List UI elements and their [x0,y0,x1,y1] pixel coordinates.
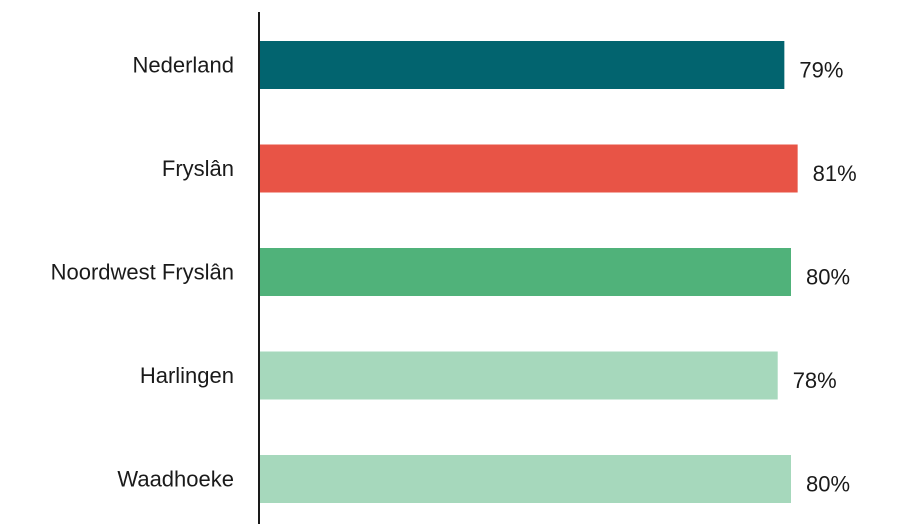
bar-noordwest-fryslan [259,248,791,296]
bar-waadhoeke [259,455,791,503]
labels-layer: Nederland 79% Fryslân 81% Noordwest Fryslân 8… [51,53,857,497]
value-label-noordwest-fryslan: 80% [806,265,850,290]
value-label-harlingen: 78% [793,368,837,393]
bar-fryslan [259,144,798,193]
bar-nederland [259,41,785,89]
category-label-fryslan: Fryslân [162,156,234,181]
category-label-harlingen: Harlingen [140,363,234,388]
category-label-nederland: Nederland [132,53,234,78]
category-label-noordwest-fryslan: Noordwest Fryslân [51,260,234,285]
category-label-waadhoeke: Waadhoeke [117,467,234,492]
bar-harlingen [259,351,778,400]
value-label-nederland: 79% [799,58,843,83]
value-label-fryslan: 81% [813,161,857,186]
value-label-waadhoeke: 80% [806,472,850,497]
bars-layer [259,41,798,503]
